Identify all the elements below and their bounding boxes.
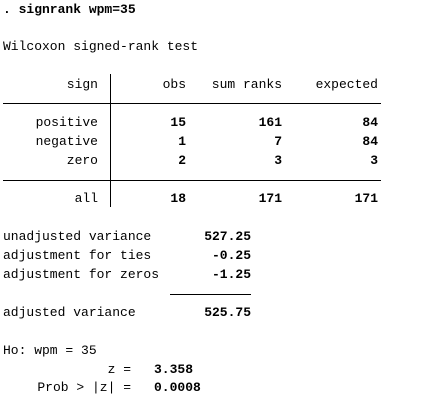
test-label: Prob > |z| = bbox=[37, 380, 131, 395]
cell-value: 1 bbox=[178, 134, 186, 149]
cell-value: 161 bbox=[258, 115, 282, 130]
cell-value: 2 bbox=[178, 153, 186, 168]
cell-value: 3 bbox=[370, 153, 378, 168]
row-label: zero bbox=[66, 153, 98, 168]
test-value: 3.358 bbox=[154, 362, 194, 377]
variance-label: adjustment for zeros bbox=[3, 267, 160, 282]
column-header: expected bbox=[315, 77, 378, 92]
variance-value: 527.25 bbox=[204, 229, 251, 244]
total-label: all bbox=[74, 191, 98, 206]
row-label: positive bbox=[35, 115, 98, 130]
title: Wilcoxon signed-rank test bbox=[3, 39, 199, 54]
variance-label: adjusted variance bbox=[3, 305, 136, 320]
cell-value: 7 bbox=[274, 134, 282, 149]
total-value: 171 bbox=[258, 191, 282, 206]
cell-value: 15 bbox=[170, 115, 186, 130]
command: . signrank wpm=35 bbox=[3, 2, 136, 17]
variance-value: -1.25 bbox=[211, 267, 251, 282]
variance-label: unadjusted variance bbox=[3, 229, 152, 244]
row-label: negative bbox=[35, 134, 98, 149]
sum-rule bbox=[170, 294, 251, 295]
table-rule bbox=[3, 103, 381, 104]
cell-value: 84 bbox=[362, 134, 378, 149]
variance-value: 525.75 bbox=[204, 305, 251, 320]
total-value: 18 bbox=[170, 191, 186, 206]
table-divider bbox=[110, 74, 111, 207]
column-header: sign bbox=[66, 77, 98, 92]
cell-value: 84 bbox=[362, 115, 378, 130]
test-value: 0.0008 bbox=[154, 380, 201, 395]
total-value: 171 bbox=[354, 191, 378, 206]
variance-value: -0.25 bbox=[211, 248, 251, 263]
column-header: obs bbox=[162, 77, 186, 92]
column-header: sum ranks bbox=[211, 77, 282, 92]
test-label: z = bbox=[107, 362, 131, 377]
table-rule bbox=[3, 180, 381, 181]
variance-label: adjustment for ties bbox=[3, 248, 152, 263]
cell-value: 3 bbox=[274, 153, 282, 168]
hypothesis: Ho: wpm = 35 bbox=[3, 343, 97, 358]
